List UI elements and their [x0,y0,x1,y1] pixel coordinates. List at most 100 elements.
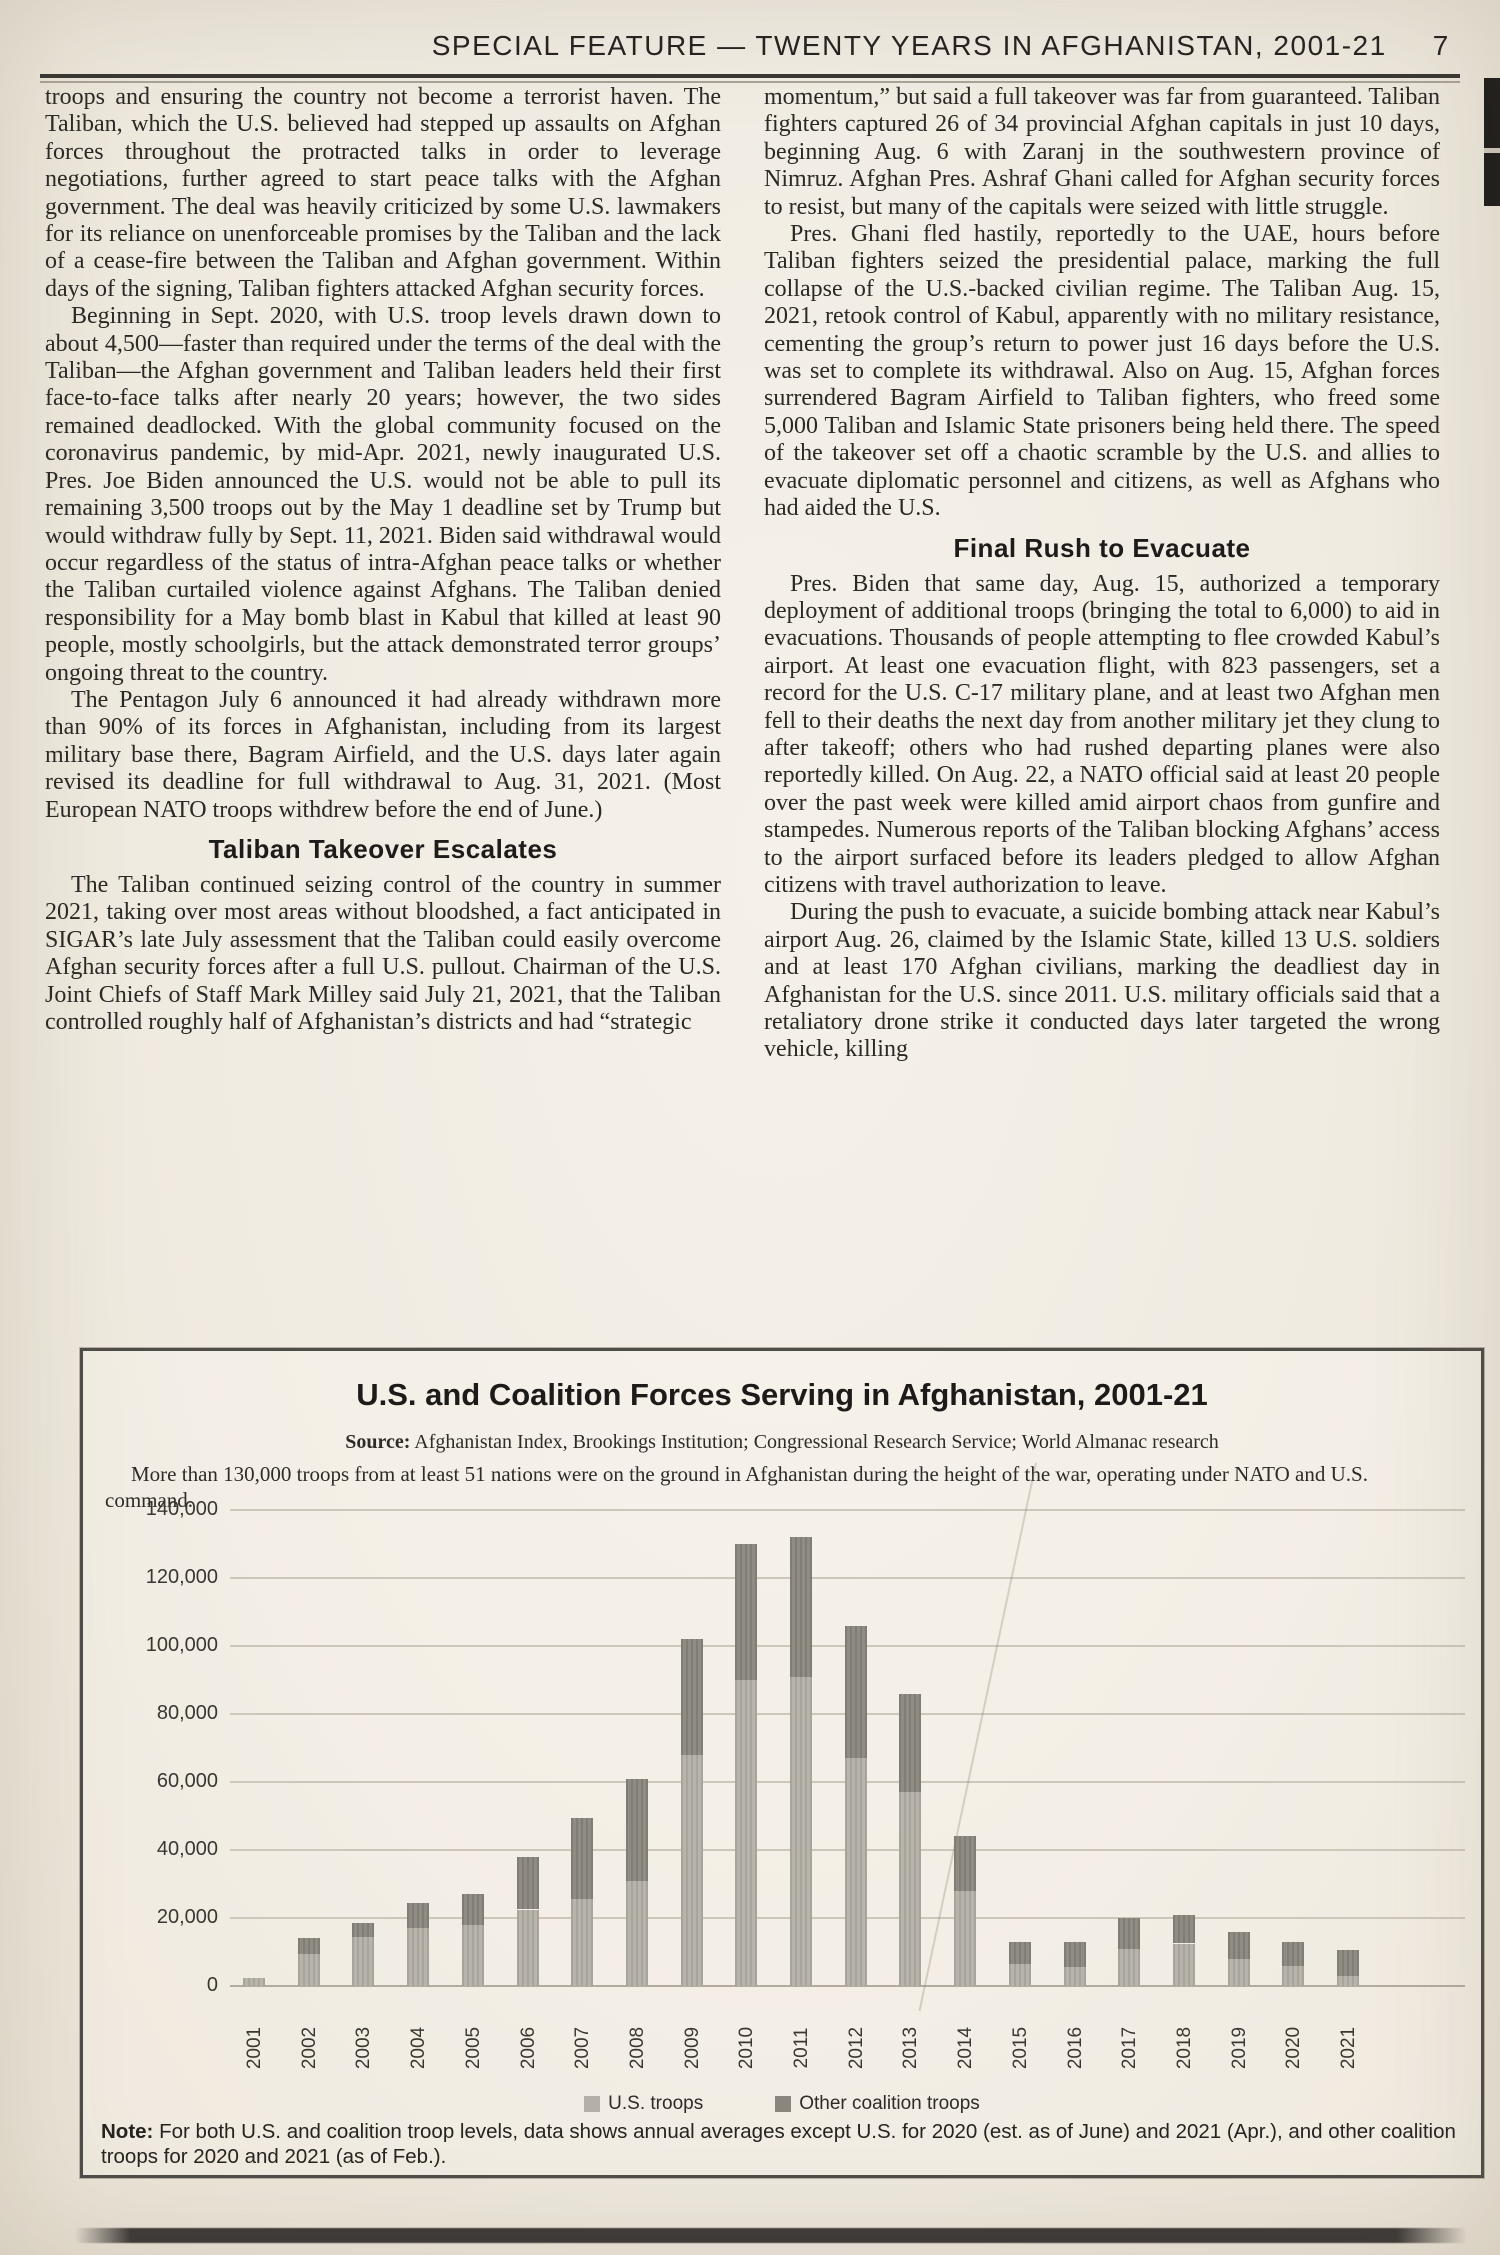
paragraph: Pres. Ghani fled hastily, reportedly to … [764,221,1440,522]
chart-source: Source: Afghanistan Index, Brookings Ins… [83,1431,1481,1454]
bar-segment-us-2001 [243,1977,265,1986]
y-axis-tick-label: 140,000 [145,1498,218,1520]
right-text-column: momentum,” but said a full takeover was … [764,84,1440,1064]
paragraph: The Pentagon July 6 announced it had alr… [45,686,721,823]
gridline-140000 [230,1509,1465,1511]
coalition-troops-swatch [775,2096,792,2112]
bar-segment-coalition-2011 [790,1537,812,1677]
bar-segment-us-2013 [899,1792,922,1986]
x-axis-year-label-2002: 2002 [298,2026,320,2070]
chart-source-label: Source: [345,1431,411,1453]
legend-label-us: U.S. troops [608,2093,704,2114]
bar-segment-coalition-2005 [461,1894,484,1925]
x-axis-year-label-2014: 2014 [955,2026,977,2070]
page-number: 7 [1432,30,1449,61]
chart-title: U.S. and Coalition Forces Serving in Afg… [356,1377,1208,1412]
bar-segment-coalition-2013 [899,1693,922,1793]
x-axis-year-label-2021: 2021 [1338,2026,1359,2070]
x-axis-year-label-2012: 2012 [845,2026,867,2070]
bar-segment-us-2020 [1282,1965,1305,1986]
bar-segment-coalition-2009 [680,1639,703,1755]
bar-segment-coalition-2008 [625,1778,648,1881]
paragraph: Pres. Biden that same day, Aug. 15, auth… [764,570,1440,898]
gridline-0 [230,1985,1465,1987]
gridline-120000 [230,1577,1465,1579]
chart-subtitle: More than 130,000 troops from at least 5… [105,1462,1368,1512]
bar-segment-us-2008 [625,1880,648,1986]
y-axis-tick-label: 120,000 [145,1566,218,1588]
bar-segment-us-2018 [1172,1943,1195,1986]
x-axis-year-label-2013: 2013 [900,2026,922,2070]
page-bottom-edge-shadow [75,2228,1467,2243]
bar-segment-us-2016 [1063,1967,1086,1986]
x-axis-year-label-2016: 2016 [1064,2026,1086,2070]
paragraph: During the push to evacuate, a suicide b… [764,899,1440,1063]
us-troops-swatch [584,2096,601,2112]
y-axis-tick-label: 100,000 [145,1634,218,1656]
bar-segment-coalition-2015 [1008,1941,1031,1964]
x-axis-year-label-2019: 2019 [1228,2026,1250,2070]
page-edge-tab-notch [1484,148,1500,153]
bar-segment-coalition-2004 [407,1902,430,1929]
plot-area: 0 20,000 40,000 60,000 80,000 100,000 120,000 1… [83,1351,1481,2175]
bar-segment-us-2014 [954,1890,977,1986]
bar-segment-us-2007 [571,1899,594,1986]
bar-segment-us-2004 [407,1928,430,1986]
bar-segment-coalition-2017 [1118,1918,1141,1949]
x-axis-year-label-2011: 2011 [791,2027,812,2069]
x-axis-year-label-2007: 2007 [572,2026,594,2070]
bar-segment-us-2015 [1008,1963,1031,1986]
bar-segment-coalition-2016 [1063,1941,1086,1968]
bar-segment-coalition-2019 [1227,1931,1250,1959]
chart-note-label: Note: [101,2120,154,2143]
chart-legend: U.S. troops Other coalition troops [83,2093,1481,2115]
bar-segment-coalition-2007 [571,1817,594,1900]
bar-segment-coalition-2020 [1282,1941,1305,1966]
bar-segment-coalition-2010 [735,1544,758,1680]
bar-segment-coalition-2018 [1172,1914,1195,1944]
bar-segment-us-2017 [1118,1948,1141,1986]
y-axis-tick-label: 80,000 [156,1702,218,1724]
legend-item-coalition: Other coalition troops [775,2093,980,2115]
bar-segment-coalition-2012 [844,1625,867,1759]
x-axis-year-label-2018: 2018 [1173,2026,1195,2070]
legend-item-us: U.S. troops [584,2093,703,2115]
header-rule-thin [40,81,1460,83]
bar-segment-us-2009 [680,1754,703,1986]
left-text-column: troops and ensuring the country not beco… [45,84,721,1036]
y-axis-tick-label: 60,000 [156,1770,218,1792]
running-head-title: SPECIAL FEATURE — TWENTY YEARS IN AFGHAN… [431,30,1387,61]
x-axis-year-label-2001: 2001 [244,2026,265,2070]
section-heading-final-rush: Final Rush to Evacuate [953,532,1251,563]
y-axis-tick-label: 0 [206,1974,218,1996]
x-axis-year-label-2009: 2009 [681,2026,703,2070]
bar-segment-coalition-2006 [516,1856,539,1910]
running-head: SPECIAL FEATURE — TWENTY YEARS IN AFGHAN… [380,30,1500,62]
bar-segment-us-2021 [1337,1975,1359,1986]
bar-segment-us-2005 [461,1924,484,1986]
section-heading-taliban-takeover: Taliban Takeover Escalates [208,833,558,864]
page-edge-tab [1484,78,1500,206]
x-axis-year-label-2020: 2020 [1283,2026,1305,2070]
x-axis-year-label-2004: 2004 [408,2026,430,2070]
paragraph: troops and ensuring the country not beco… [45,84,721,302]
paragraph: The Taliban continued seizing control of… [45,871,721,1035]
y-axis-tick-label: 40,000 [156,1838,218,1860]
bar-segment-us-2006 [516,1909,539,1986]
bar-segment-us-2019 [1227,1958,1250,1986]
chart-note-text: For both U.S. and coalition troop levels… [101,2120,1456,2168]
bar-segment-us-2003 [352,1936,375,1986]
x-axis-year-label-2008: 2008 [626,2026,648,2070]
bar-segment-us-2002 [297,1953,320,1986]
x-axis-year-label-2003: 2003 [353,2026,375,2070]
x-axis-year-label-2010: 2010 [736,2026,758,2070]
paragraph: momentum,” but said a full takeover was … [764,84,1440,220]
chart-note: Note: For both U.S. and coalition troop … [101,2119,1473,2169]
paragraph: Beginning in Sept. 2020, with U.S. troop… [45,303,721,686]
x-axis-year-label-2015: 2015 [1009,2026,1031,2070]
bar-segment-us-2010 [735,1680,758,1986]
header-rule-thick [40,74,1460,78]
x-axis-year-label-2006: 2006 [517,2026,539,2070]
bar-segment-coalition-2002 [297,1938,320,1954]
